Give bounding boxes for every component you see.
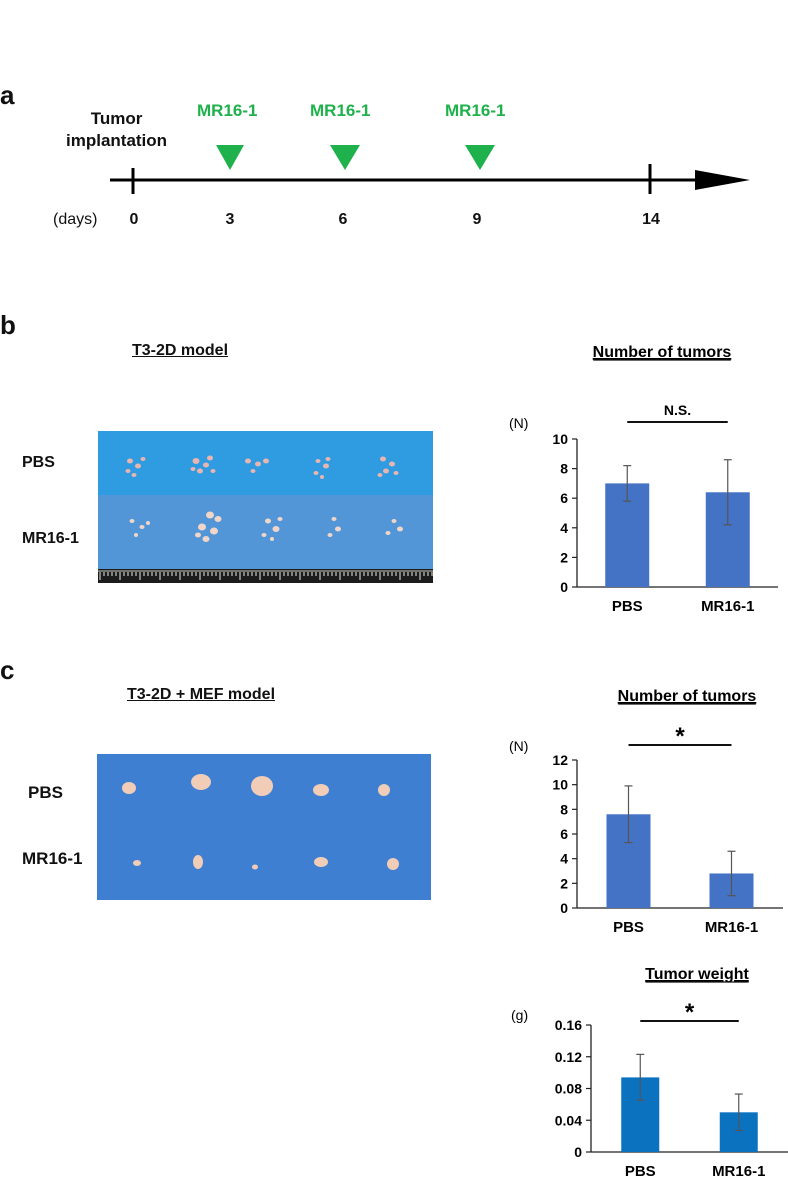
ruler-ticks xyxy=(99,572,433,580)
treatment-marker-3 xyxy=(465,145,495,170)
x-tick-label: MR16-1 xyxy=(705,919,758,936)
chart-b-number-of-tumors: Number of tumors (N) 0 2 4 6 8 10 PBS MR16-1 N.S. xyxy=(509,344,778,615)
tumors-mr16-row xyxy=(129,511,403,542)
x-tick-label: PBS xyxy=(625,1163,656,1180)
photo-title-b: T3-2D model xyxy=(132,342,229,359)
y-tick-label: 0.08 xyxy=(555,1081,582,1097)
timeline-axis xyxy=(110,145,750,194)
tumor-photo-c-image xyxy=(97,754,431,900)
y-tick-label: 6 xyxy=(560,490,568,506)
y-tick-label: 0 xyxy=(574,1144,582,1160)
y-tick-label: 0.04 xyxy=(555,1112,582,1128)
photo-title-c: T3-2D + MEF model xyxy=(127,686,276,703)
tumors-pbs-row xyxy=(125,455,399,479)
significance-label: N.S. xyxy=(664,402,691,418)
significance-label: * xyxy=(685,999,695,1026)
tumor-photo-b-image xyxy=(98,431,433,583)
tumors-mr16-row xyxy=(133,855,399,870)
panel-label-a: a xyxy=(0,80,15,110)
chart-title: Number of tumors xyxy=(593,344,732,361)
y-axis-label: (N) xyxy=(509,415,528,431)
y-tick-label: 12 xyxy=(552,752,568,768)
timeline-tick-label-6: 6 xyxy=(338,211,348,228)
x-tick-label: PBS xyxy=(612,598,643,615)
y-tick-label: 4 xyxy=(560,851,568,867)
treatment-label-2: MR16-1 xyxy=(310,101,371,120)
y-tick-label: 2 xyxy=(560,875,568,891)
significance-label: * xyxy=(675,723,685,750)
timeline-arrowhead xyxy=(695,170,750,190)
tumor-photo-b xyxy=(98,431,433,583)
y-tick-label: 0 xyxy=(560,579,568,595)
treatment-marker-2 xyxy=(330,145,360,170)
y-tick-label: 10 xyxy=(552,431,568,447)
treatment-markers xyxy=(216,145,495,170)
y-tick-label: 2 xyxy=(560,549,568,565)
row-label-mr16-c: MR16-1 xyxy=(22,849,83,868)
y-tick-label: 8 xyxy=(560,801,568,817)
y-tick-label: 6 xyxy=(560,826,568,842)
y-tick-label: 4 xyxy=(560,520,568,536)
timeline-tick-label-14: 14 xyxy=(642,211,660,228)
chart-c-tumor-weight: Tumor weight (g) 0 0.04 0.08 0.12 0.16 PBS MR16-… xyxy=(511,966,788,1180)
treatment-label-1: MR16-1 xyxy=(197,101,258,120)
tumors-pbs-row xyxy=(122,774,390,796)
row-label-pbs-c: PBS xyxy=(28,783,63,802)
row-label-pbs-b: PBS xyxy=(22,454,55,471)
timeline-tick-label-3: 3 xyxy=(225,211,235,228)
chart-c-number-of-tumors: Number of tumors (N) 0 2 4 6 8 10 12 PBS MR16-1 * xyxy=(509,688,783,936)
y-axis-label: (N) xyxy=(509,738,528,754)
timeline-tick-label-9: 9 xyxy=(472,211,482,228)
timeline-unit-label: (days) xyxy=(53,211,98,228)
treatment-marker-1 xyxy=(216,145,244,170)
y-tick-label: 8 xyxy=(560,461,568,477)
x-tick-label: MR16-1 xyxy=(701,598,754,615)
row-label-mr16-b: MR16-1 xyxy=(22,530,79,547)
tumor-photo-c xyxy=(97,754,431,900)
timeline-start-label: Tumor implantation xyxy=(66,109,168,150)
panel-label-b: b xyxy=(0,310,16,340)
x-tick-label: PBS xyxy=(613,919,644,936)
y-axis-label: (g) xyxy=(511,1007,528,1023)
y-tick-label: 0 xyxy=(560,900,568,916)
chart-title: Number of tumors xyxy=(618,688,757,705)
timeline-tick-label-0: 0 xyxy=(129,211,139,228)
panel-label-c: c xyxy=(0,655,15,685)
treatment-label-3: MR16-1 xyxy=(445,101,506,120)
y-tick-label: 0.16 xyxy=(555,1017,582,1033)
y-tick-label: 0.12 xyxy=(555,1049,582,1065)
x-tick-label: MR16-1 xyxy=(712,1163,765,1180)
chart-title: Tumor weight xyxy=(645,966,749,983)
y-tick-label: 10 xyxy=(552,777,568,793)
